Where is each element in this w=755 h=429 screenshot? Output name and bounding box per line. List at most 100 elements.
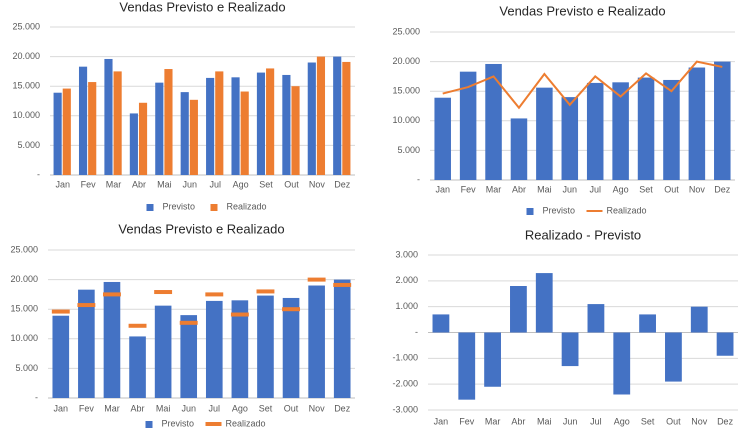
marker [256, 289, 275, 294]
y-tick-label: 20.000 [12, 51, 40, 61]
bar [205, 300, 223, 398]
legend-swatch [526, 208, 534, 215]
bar [231, 77, 240, 175]
bar [53, 92, 62, 175]
y-tick-label: 5.000 [397, 145, 420, 155]
y-tick-label: 10.000 [10, 333, 38, 343]
x-tick-label: Dez [717, 416, 734, 426]
bar [78, 289, 95, 398]
bar [104, 58, 113, 175]
x-tick-label: Abr [512, 184, 526, 194]
bar [613, 332, 631, 395]
x-tick-label: Jul [209, 403, 221, 413]
y-tick-label: 25.000 [10, 244, 38, 254]
x-tick-label: Abr [131, 403, 145, 413]
bar [154, 305, 172, 398]
x-tick-label: Jan [54, 403, 69, 413]
bar [307, 62, 316, 175]
line [442, 60, 723, 110]
x-tick-label: Dez [334, 403, 351, 413]
bar [164, 69, 173, 175]
x-tick-label: Abr [132, 179, 146, 189]
x-tick-label: Mai [537, 416, 552, 426]
y-tick-label: 20.000 [392, 56, 420, 66]
bar [256, 72, 266, 175]
bar [206, 77, 215, 175]
x-tick-label: Ago [232, 403, 248, 413]
bar [257, 295, 274, 398]
x-tick-label: Mar [106, 179, 122, 189]
y-tick-label: - [37, 169, 40, 179]
bar [561, 97, 579, 180]
x-tick-label: Set [641, 416, 655, 426]
bar [714, 61, 731, 180]
bar [180, 315, 198, 398]
bar [308, 285, 325, 398]
bar [333, 279, 351, 398]
x-tick-label: Nov [309, 179, 326, 189]
marker [230, 312, 249, 317]
x-tick-label: Fev [81, 179, 97, 189]
x-tick-label: Nov [689, 184, 706, 194]
bar [510, 286, 527, 333]
chart-title: Vendas Previsto e Realizado [119, 0, 285, 14]
bar [459, 71, 477, 180]
x-tick-label: Ago [613, 184, 629, 194]
bar [282, 74, 291, 175]
bar [612, 82, 629, 180]
marker [103, 292, 121, 297]
y-tick-label: 20.000 [10, 274, 38, 284]
chart-title: Vendas Previsto e Realizado [499, 3, 665, 18]
bar [432, 314, 450, 333]
marker [77, 303, 96, 308]
x-tick-label: Dez [334, 179, 351, 189]
bar [663, 79, 680, 180]
bar [434, 97, 451, 180]
x-tick-label: Dez [714, 184, 731, 194]
y-tick-label: 5.000 [17, 140, 40, 150]
marker [128, 323, 147, 328]
bar [586, 82, 604, 180]
bar [637, 77, 655, 180]
bar [88, 82, 97, 175]
x-tick-label: Ago [233, 179, 249, 189]
bar [342, 61, 351, 175]
legend-swatch [145, 421, 153, 428]
x-tick-label: Jan [55, 179, 70, 189]
y-tick-label: - [417, 174, 420, 184]
bar [561, 332, 579, 367]
marker [282, 307, 300, 312]
x-tick-label: Fev [461, 184, 477, 194]
bar [316, 56, 326, 175]
bar [231, 300, 249, 398]
bar [138, 102, 148, 175]
y-tick-label: 10.000 [12, 110, 40, 120]
bar [510, 118, 528, 180]
legend-swatch [146, 204, 154, 211]
y-tick-label: -3.000 [392, 404, 418, 414]
x-tick-label: Fev [79, 403, 95, 413]
x-tick-label: Jul [589, 184, 601, 194]
marker [307, 277, 326, 282]
bar [291, 86, 300, 175]
x-tick-label: Out [284, 179, 299, 189]
x-tick-label: Jan [435, 184, 450, 194]
legend-label: Realizado [227, 201, 267, 211]
y-tick-label: 25.000 [12, 21, 40, 31]
marker [333, 282, 352, 287]
bar [688, 67, 706, 180]
x-tick-label: Mar [485, 416, 501, 426]
x-tick-label: Mar [104, 403, 120, 413]
x-tick-label: Jul [590, 416, 602, 426]
legend-label: Previsto [163, 201, 196, 211]
y-tick-label: 15.000 [12, 81, 40, 91]
x-tick-label: Abr [511, 416, 525, 426]
x-tick-label: Jun [563, 184, 578, 194]
bar [535, 273, 553, 333]
bar [587, 304, 605, 333]
y-tick-label: - [35, 392, 38, 402]
legend-swatch [205, 422, 222, 426]
legend-label: Realizado [607, 205, 647, 215]
x-tick-label: Jun [563, 416, 578, 426]
